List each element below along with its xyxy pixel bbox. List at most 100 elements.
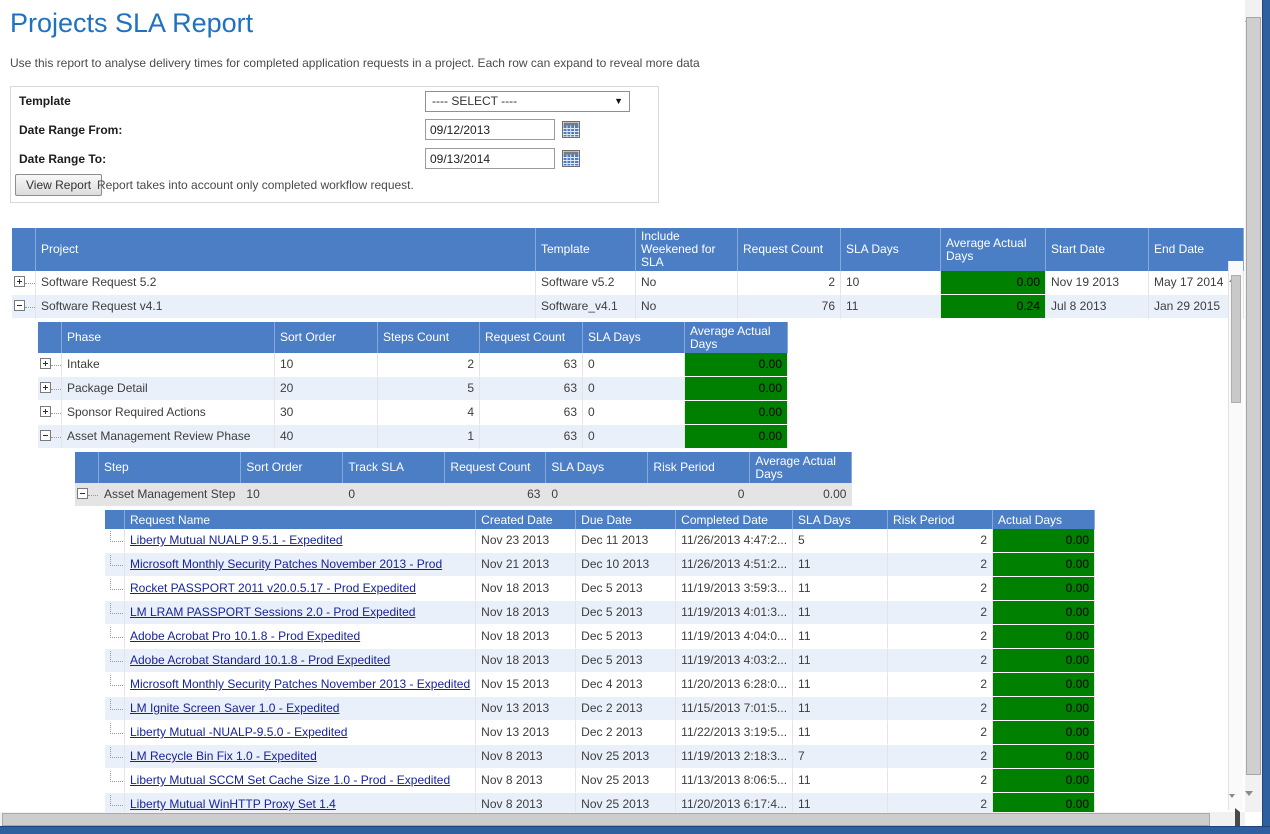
date-from-input[interactable] [425, 119, 555, 140]
request-row: Liberty Mutual WinHTTP Proxy Set 1.4 Nov… [105, 793, 1096, 812]
request-row: Microsoft Monthly Security Patches Novem… [105, 553, 1096, 577]
tree-connector [110, 603, 123, 615]
tree-connector [110, 771, 123, 783]
steps-table: Step Sort Order Track SLA Request Count … [75, 452, 853, 507]
cell-request-count: 63 [445, 483, 547, 507]
cell-sla-days: 7 [793, 745, 889, 769]
cell-risk-period: 2 [888, 553, 994, 577]
cell-steps-count: 1 [378, 425, 480, 449]
column-header-phase: Phase [62, 322, 275, 353]
expand-cell [12, 295, 36, 319]
request-name-link[interactable]: LM Ignite Screen Saver 1.0 - Expedited [130, 701, 340, 715]
cell-completed-date: 11/20/2013 6:17:4... [676, 793, 794, 812]
scrollbar-thumb[interactable] [1246, 17, 1261, 775]
column-header-risk-period: Risk Period [888, 510, 994, 529]
request-name-link[interactable]: Liberty Mutual -NUALP-9.5.0 - Expedited [130, 725, 348, 739]
cell-created-date: Nov 8 2013 [476, 769, 577, 793]
scrollbar-thumb[interactable] [1231, 275, 1241, 403]
request-name-link[interactable]: Liberty Mutual NUALP 9.5.1 - Expedited [130, 533, 343, 547]
expand-cell [105, 769, 125, 793]
request-row: LM Ignite Screen Saver 1.0 - Expedited N… [105, 697, 1096, 721]
cell-sla-days: 0 [583, 401, 685, 425]
tree-connector [110, 723, 123, 735]
cell-sort-order: 10 [241, 483, 344, 507]
cell-sla-days: 0 [583, 377, 685, 401]
column-header-request-name: Request Name [125, 510, 477, 529]
scroll-down-button[interactable] [1245, 791, 1262, 813]
scrollbar-thumb[interactable] [2, 813, 1210, 826]
calendar-icon[interactable] [562, 121, 580, 138]
expand-toggle-icon[interactable] [40, 358, 51, 370]
request-name-link[interactable]: Microsoft Monthly Security Patches Novem… [130, 677, 471, 691]
cell-completed-date: 11/19/2013 3:59:3... [676, 577, 794, 601]
request-name-link[interactable]: Adobe Acrobat Pro 10.1.8 - Prod Expedite… [130, 629, 361, 643]
column-header-step: Step [99, 452, 242, 483]
template-select[interactable]: ▼ ---- SELECT ---- [425, 91, 630, 112]
column-header-actual-days: Actual Days [993, 510, 1096, 529]
cell-completed-date: 11/26/2013 4:51:2... [676, 553, 794, 577]
cell-request-name: Rocket PASSPORT 2011 v20.0.5.17 - Prod E… [125, 577, 477, 601]
expand-toggle-icon[interactable] [14, 300, 25, 312]
template-label: Template [19, 94, 71, 108]
cell-actual-days: 0.00 [993, 745, 1096, 769]
request-name-link[interactable]: Liberty Mutual WinHTTP Proxy Set 1.4 [130, 797, 336, 811]
request-name-link[interactable]: Liberty Mutual SCCM Set Cache Size 1.0 -… [130, 773, 451, 787]
page-vertical-scrollbar[interactable] [1245, 0, 1262, 813]
scroll-up-button[interactable] [1229, 261, 1243, 282]
expand-toggle-icon[interactable] [40, 406, 51, 418]
expand-toggle-icon[interactable] [14, 276, 25, 288]
expand-cell [105, 793, 125, 812]
cell-sla-days: 11 [793, 721, 889, 745]
request-name-link[interactable]: LM Recycle Bin Fix 1.0 - Expedited [130, 749, 317, 763]
cell-sla-days: 0 [546, 483, 649, 507]
cell-actual-days: 0.00 [993, 697, 1096, 721]
tree-connector [51, 382, 61, 390]
column-header-risk-period: Risk Period [648, 452, 751, 483]
cell-request-count: 63 [480, 401, 583, 425]
request-name-link[interactable]: Rocket PASSPORT 2011 v20.0.5.17 - Prod E… [130, 581, 416, 595]
tree-connector [51, 406, 61, 414]
date-to-input[interactable] [425, 148, 555, 169]
expand-toggle-icon[interactable] [77, 488, 88, 500]
cell-sla-days: 11 [793, 625, 889, 649]
tree-connector [25, 300, 35, 308]
request-name-link[interactable]: Microsoft Monthly Security Patches Novem… [130, 557, 443, 571]
cell-phase: Asset Management Review Phase [62, 425, 275, 449]
cell-avg-actual-days: 0.00 [685, 425, 788, 449]
cell-sort-order: 20 [275, 377, 378, 401]
cell-actual-days: 0.00 [993, 529, 1096, 553]
horizontal-scrollbar[interactable] [0, 808, 1245, 833]
cell-sla-days: 0 [583, 425, 685, 449]
expand-toggle-icon[interactable] [40, 382, 51, 394]
expand-column-header [75, 452, 99, 483]
request-row: Liberty Mutual SCCM Set Cache Size 1.0 -… [105, 769, 1096, 793]
expand-toggle-icon[interactable] [40, 430, 51, 442]
expand-cell [38, 377, 62, 401]
page-content: Projects SLA Report Use this report to a… [10, 8, 1244, 812]
cell-request-count: 76 [738, 295, 841, 319]
cell-request-name: LM Recycle Bin Fix 1.0 - Expedited [125, 745, 477, 769]
scroll-right-button[interactable] [1229, 808, 1245, 833]
report-filter-panel: Template ▼ ---- SELECT ---- Date Range F… [10, 86, 659, 203]
scroll-up-button[interactable] [1245, 0, 1262, 22]
request-row: LM Recycle Bin Fix 1.0 - Expedited Nov 8… [105, 745, 1096, 769]
cell-request-name: Adobe Acrobat Pro 10.1.8 - Prod Expedite… [125, 625, 477, 649]
view-report-button[interactable]: View Report [15, 174, 103, 196]
cell-request-name: Microsoft Monthly Security Patches Novem… [125, 673, 477, 697]
calendar-icon[interactable] [562, 150, 580, 167]
phase-row: Sponsor Required Actions 30 4 63 0 0.00 [38, 401, 788, 425]
tree-connector [51, 430, 61, 438]
request-name-link[interactable]: LM LRAM PASSPORT Sessions 2.0 - Prod Exp… [130, 605, 416, 619]
request-name-link[interactable]: Adobe Acrobat Standard 10.1.8 - Prod Exp… [130, 653, 391, 667]
cell-request-name: Microsoft Monthly Security Patches Novem… [125, 553, 477, 577]
column-header-created-date: Created Date [476, 510, 577, 529]
cell-request-name: Liberty Mutual WinHTTP Proxy Set 1.4 [125, 793, 477, 812]
grid-vertical-scrollbar[interactable] [1228, 261, 1243, 815]
cell-project: Software Request v4.1 [36, 295, 536, 319]
column-header-sla-days: SLA Days [546, 452, 649, 483]
column-header-steps-count: Steps Count [378, 322, 480, 353]
expand-cell [105, 577, 125, 601]
expand-cell [105, 529, 125, 553]
expand-cell [105, 745, 125, 769]
request-row: Liberty Mutual -NUALP-9.5.0 - Expedited … [105, 721, 1096, 745]
